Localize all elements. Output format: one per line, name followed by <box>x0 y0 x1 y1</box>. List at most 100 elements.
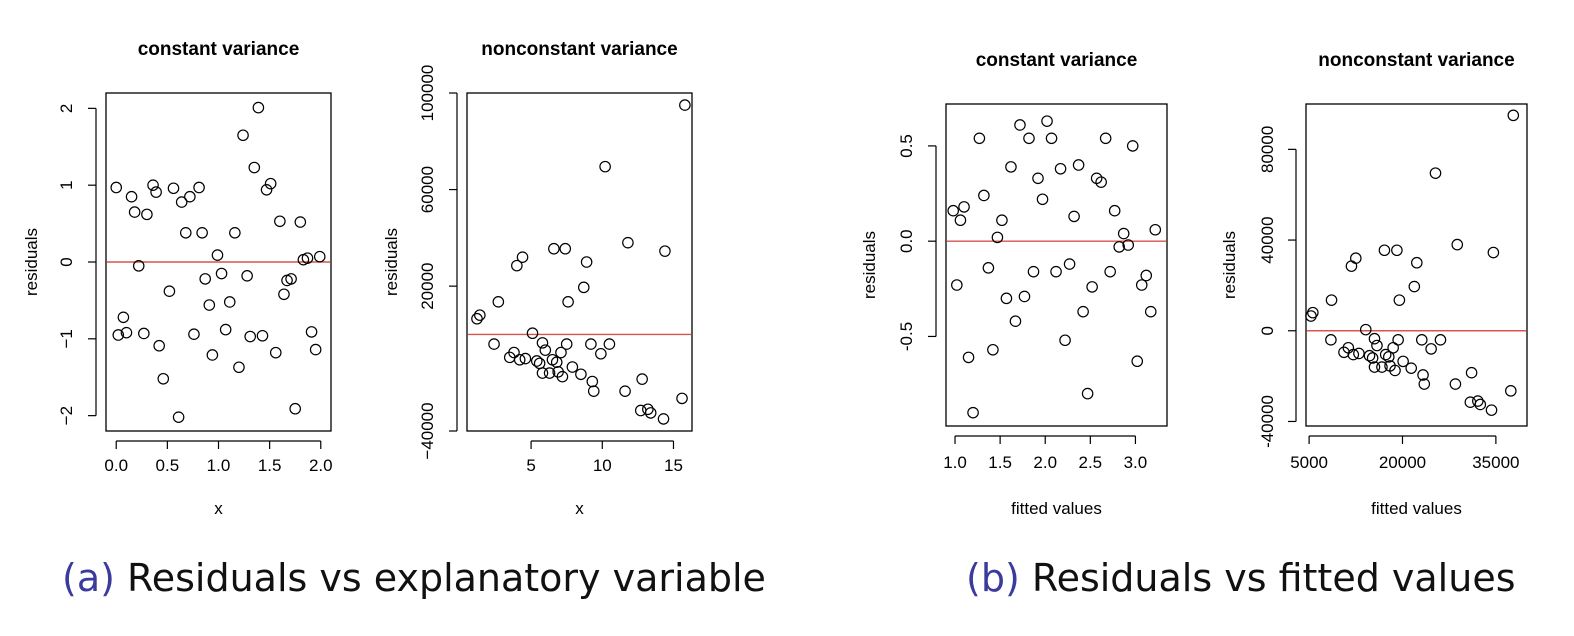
data-point <box>229 227 241 239</box>
data-point <box>223 296 236 308</box>
data-point <box>1126 140 1139 152</box>
y-tick-label: -0.5 <box>897 322 916 351</box>
y-tick-label: 40000 <box>1258 216 1277 263</box>
data-point <box>147 179 159 191</box>
data-point <box>1068 210 1080 223</box>
data-point <box>1032 172 1044 185</box>
data-point <box>241 270 253 282</box>
data-point <box>1018 290 1031 303</box>
data-point <box>958 201 970 213</box>
x-tick-label: 10 <box>593 456 612 475</box>
data-point <box>1144 305 1157 318</box>
y-tick-label: 20000 <box>418 263 437 310</box>
data-point <box>1371 339 1383 352</box>
data-point <box>1434 334 1447 346</box>
data-point <box>1474 398 1487 411</box>
data-point <box>1359 323 1372 336</box>
data-point <box>533 357 546 370</box>
plot-frame <box>105 92 332 432</box>
data-point <box>519 352 532 365</box>
x-tick-label: 0.5 <box>156 456 180 475</box>
y-axis-label: residuals <box>22 228 41 296</box>
caption-b-tag: (b) <box>966 556 1020 600</box>
data-point <box>1023 132 1035 145</box>
x-tick-label: 1.0 <box>943 453 967 472</box>
data-point <box>1325 294 1338 306</box>
data-point <box>1393 294 1406 306</box>
x-axis-label: x <box>214 499 223 518</box>
x-axis-label: fitted values <box>1011 499 1102 518</box>
x-tick-label: 5000 <box>1290 453 1328 472</box>
data-point <box>595 347 607 360</box>
y-tick-label: 0.0 <box>897 229 916 253</box>
data-point <box>1149 223 1162 236</box>
data-point <box>203 299 216 311</box>
data-point <box>1000 292 1013 305</box>
scatter-panel-nonconstant-variance-x: nonconstant variance 5 10 15 −40000 20000 6000… <box>382 39 693 518</box>
data-point <box>987 343 999 356</box>
x-tick-label: 3.0 <box>1124 453 1148 472</box>
data-point <box>1411 256 1423 269</box>
data-point <box>1086 281 1098 293</box>
data-point <box>619 385 631 397</box>
y-tick-label: 0 <box>57 257 76 266</box>
data-point <box>167 182 180 195</box>
data-point <box>112 329 125 341</box>
data-point <box>1077 305 1089 318</box>
y-tick-label: −40000 <box>418 402 437 459</box>
y-axis-label: residuals <box>860 231 879 299</box>
y-tick-label: -40000 <box>1258 395 1277 448</box>
data-point <box>543 367 556 379</box>
plot-frame <box>466 92 693 432</box>
data-point <box>622 236 634 249</box>
data-point <box>536 337 549 349</box>
data-point <box>982 262 995 274</box>
y-axis-label: residuals <box>1220 231 1239 299</box>
data-point <box>1353 347 1365 360</box>
y-tick-label: 80000 <box>1258 126 1277 173</box>
data-point <box>511 259 523 272</box>
data-point <box>556 370 569 383</box>
data-point <box>260 183 273 196</box>
caption-a-text: Residuals vs explanatory variable <box>127 556 766 600</box>
data-point <box>206 349 219 361</box>
data-point <box>150 186 162 198</box>
chart-title: nonconstant variance <box>1318 50 1514 71</box>
data-point <box>301 252 314 264</box>
data-point <box>1307 306 1319 319</box>
data-point <box>1131 355 1144 368</box>
y-tick-label: 0 <box>1258 326 1277 335</box>
caption-b-text: Residuals vs fitted values <box>1031 556 1516 600</box>
data-point <box>211 249 224 261</box>
data-point <box>248 161 261 174</box>
data-point <box>996 214 1008 227</box>
data-point <box>603 338 616 350</box>
data-point <box>1425 343 1437 355</box>
y-tick-label: 60000 <box>418 166 437 213</box>
data-point <box>1379 348 1392 361</box>
data-point <box>138 327 150 340</box>
data-point <box>642 403 654 416</box>
y-axis-label: residuals <box>382 228 401 296</box>
data-point <box>309 343 322 356</box>
data-point <box>1417 369 1429 381</box>
y-tick-label: 100000 <box>418 65 437 122</box>
data-point <box>1451 238 1464 251</box>
x-tick-label: 2.5 <box>1079 453 1103 472</box>
data-point <box>193 181 205 194</box>
data-point <box>559 242 572 255</box>
data-point <box>634 404 647 417</box>
data-point <box>1005 161 1017 173</box>
y-tick-label: −1 <box>57 329 76 348</box>
data-point <box>587 385 600 397</box>
data-point <box>471 312 483 325</box>
data-point <box>536 367 549 379</box>
data-point <box>1392 334 1404 346</box>
data-point <box>252 101 265 114</box>
data-point <box>1063 258 1076 270</box>
data-point <box>1391 244 1403 257</box>
data-point <box>175 196 188 208</box>
data-point <box>1507 109 1520 122</box>
data-point <box>244 330 257 343</box>
data-point <box>1113 241 1125 253</box>
